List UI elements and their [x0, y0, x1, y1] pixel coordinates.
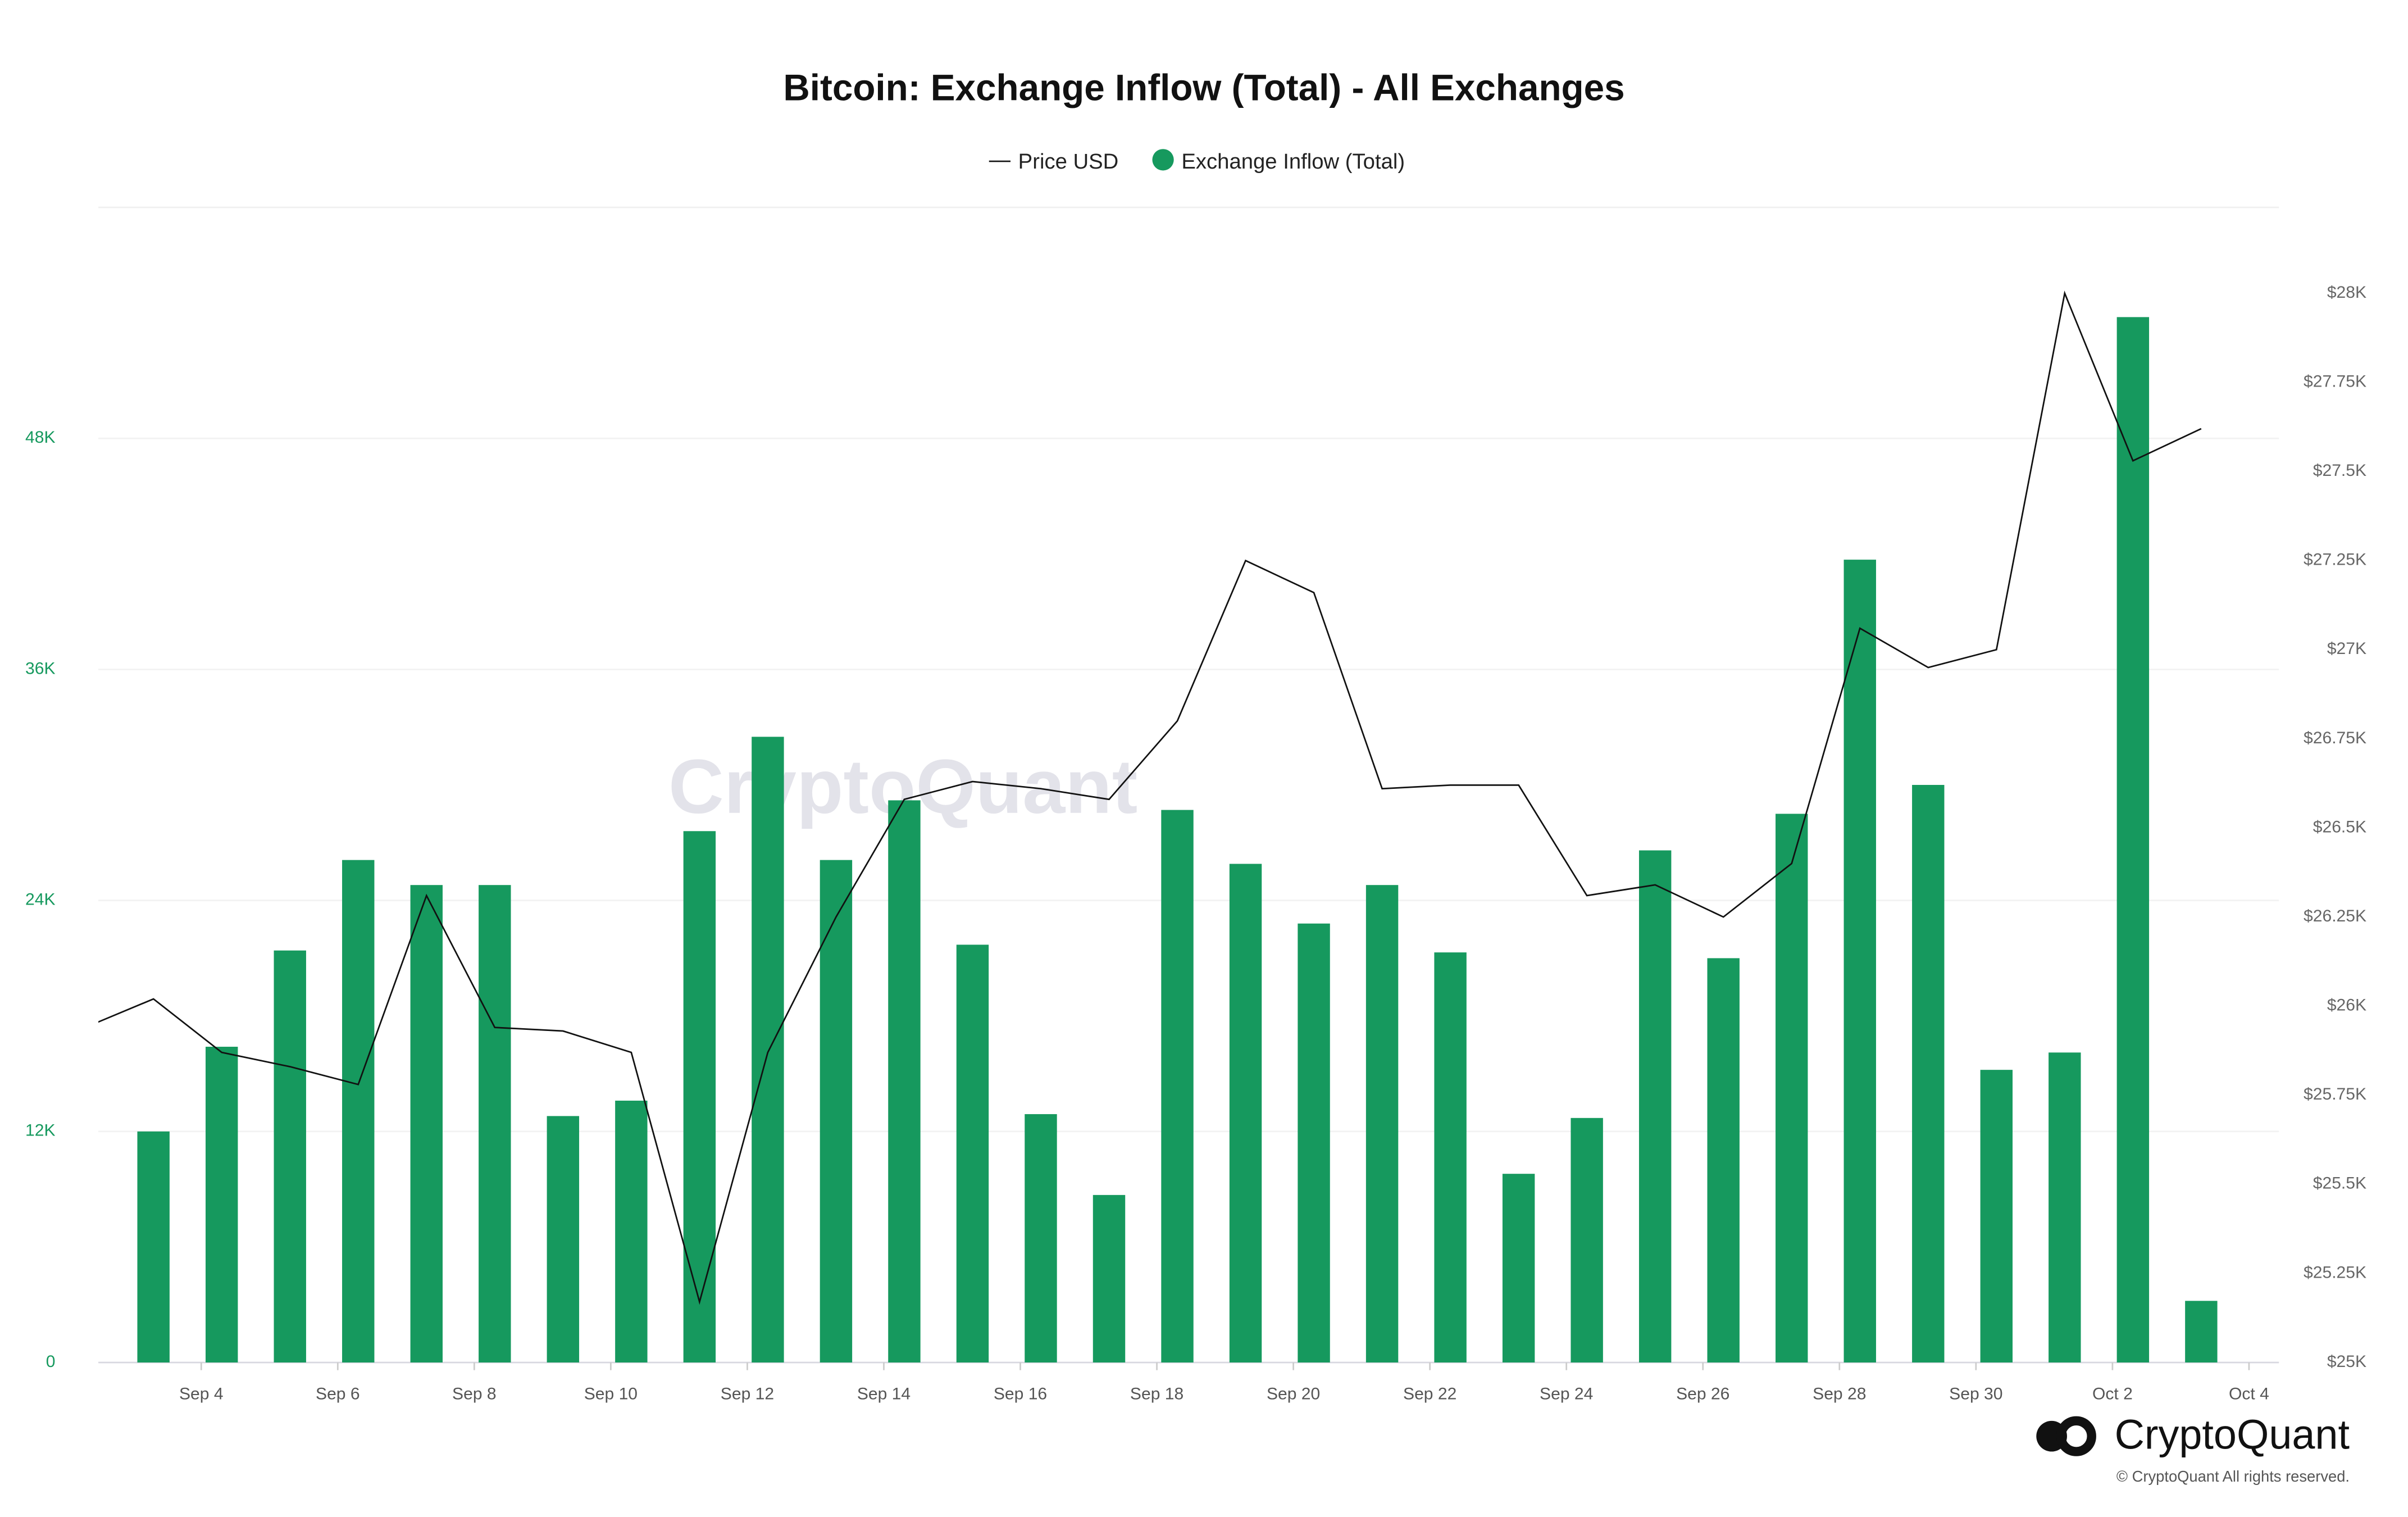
bar [820, 860, 853, 1362]
bar [615, 1100, 648, 1362]
legend-label: Exchange Inflow (Total) [1181, 149, 1405, 174]
bar [1776, 814, 1808, 1362]
bar [956, 944, 989, 1362]
x-tick-label: Sep 22 [1403, 1384, 1456, 1403]
y-tick-label: 36K [25, 659, 56, 678]
bar [1843, 560, 1876, 1362]
x-tick-label: Sep 18 [1130, 1384, 1183, 1403]
legend-dot [1152, 149, 1174, 171]
bar [1912, 785, 1945, 1362]
legend-label: Price USD [1018, 149, 1119, 174]
bar [206, 1047, 238, 1362]
bar [1638, 850, 1672, 1362]
y2-tick-label: $25.75K [2304, 1085, 2366, 1103]
x-tick-label: Sep 4 [179, 1384, 224, 1403]
y-tick-label: 24K [25, 891, 56, 909]
y-tick-label: 0 [46, 1352, 56, 1371]
y2-tick-label: $26.25K [2304, 907, 2366, 925]
x-tick-label: Sep 20 [1267, 1384, 1320, 1403]
y2-tick-label: $25.25K [2304, 1263, 2366, 1282]
y-tick-label: 12K [25, 1121, 56, 1140]
bar [1229, 864, 1262, 1362]
bar [2049, 1052, 2081, 1362]
y2-tick-label: $27.25K [2304, 551, 2366, 569]
y2-tick-label: $27.5K [2313, 461, 2366, 480]
y-tick-label: 48K [25, 428, 56, 447]
y2-tick-label: $28K [2327, 283, 2366, 302]
bar [547, 1116, 580, 1362]
bar [2185, 1301, 2218, 1362]
x-tick-label: Sep 14 [857, 1384, 911, 1403]
brand-name: CryptoQuant [2115, 1411, 2350, 1457]
chart-title: Bitcoin: Exchange Inflow (Total) - All E… [783, 67, 1624, 108]
bar [274, 950, 306, 1362]
bar [1365, 885, 1399, 1362]
bar [1298, 923, 1330, 1362]
bar [1434, 952, 1467, 1362]
series-layer [98, 290, 2218, 1362]
y2-tick-label: $27.75K [2304, 372, 2366, 390]
x-tick-label: Oct 2 [2092, 1384, 2133, 1403]
x-tick-label: Sep 24 [1540, 1384, 1593, 1403]
y2-tick-label: $26.5K [2313, 817, 2366, 836]
brand-logo: CryptoQuant [2036, 1411, 2350, 1457]
y2-tick-label: $25K [2327, 1352, 2366, 1371]
x-tick-label: Sep 16 [994, 1384, 1047, 1403]
bar [479, 885, 511, 1362]
y2-tick-label: $27K [2327, 639, 2366, 658]
y2-tick-label: $26K [2327, 996, 2366, 1015]
logo-icon [2056, 1416, 2096, 1456]
x-tick-label: Sep 12 [721, 1384, 774, 1403]
bar [1502, 1174, 1535, 1362]
bar [1980, 1070, 2013, 1362]
plot-area: 0 12K 24K 36K 48K $25K $25.25K $25.5K $25.75K $26… [25, 206, 2366, 1403]
bar [752, 737, 784, 1362]
x-tick-label: Sep 6 [316, 1384, 360, 1403]
price-line [98, 290, 2202, 1305]
x-tick-label: Oct 4 [2229, 1384, 2269, 1403]
x-tick-label: Sep 28 [1813, 1384, 1866, 1403]
bar [1161, 810, 1194, 1362]
bar [1025, 1114, 1057, 1362]
x-tick-label: Sep 26 [1676, 1384, 1729, 1403]
copyright: © CryptoQuant All rights reserved. [2116, 1468, 2350, 1485]
x-tick-label: Sep 10 [584, 1384, 638, 1403]
bar [2116, 317, 2150, 1362]
y2-tick-label: $25.5K [2313, 1174, 2366, 1193]
bar [137, 1131, 170, 1362]
bar [683, 831, 716, 1362]
legend: Price USD Exchange Inflow (Total) [989, 149, 1405, 174]
bar [1093, 1194, 1126, 1362]
bar [342, 860, 375, 1362]
bar [1707, 958, 1740, 1362]
bar [888, 800, 921, 1362]
y2-tick-label: $26.75K [2304, 729, 2366, 747]
bar [1571, 1118, 1603, 1362]
bar [410, 885, 443, 1362]
x-tick-label: Sep 8 [452, 1384, 497, 1403]
x-tick-label: Sep 30 [1949, 1384, 2002, 1403]
